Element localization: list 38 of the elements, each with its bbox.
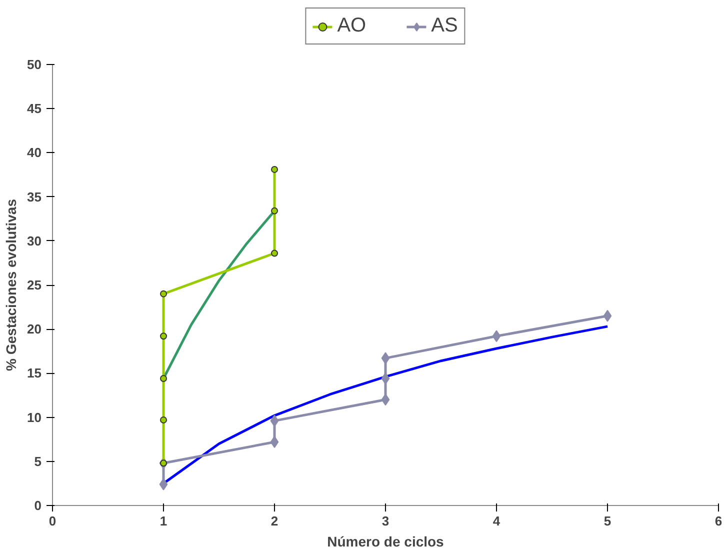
x-tick-label: 3 (382, 514, 390, 528)
y-tick-label: 35 (27, 189, 42, 204)
y-tick-label: 45 (27, 101, 42, 116)
point (603, 310, 612, 322)
point (381, 394, 390, 406)
point (381, 352, 390, 364)
y-tick-label: 0 (34, 498, 42, 513)
point (159, 478, 168, 490)
point (160, 460, 167, 467)
point (270, 414, 279, 427)
point (271, 207, 278, 214)
y-axis-title: % Gestaciones evolutivas (3, 198, 20, 371)
point (271, 166, 278, 173)
point (381, 372, 390, 384)
y-tick-label: 15 (27, 366, 42, 381)
point (492, 330, 501, 342)
y-tick-label: 25 (27, 278, 42, 292)
point (271, 250, 278, 257)
x-tick-label: 6 (714, 514, 722, 528)
x-tick-label: 0 (48, 514, 56, 528)
point (160, 290, 167, 298)
point (270, 436, 279, 448)
y-tick-label: 20 (27, 322, 42, 337)
x-tick-label: 1 (160, 514, 168, 528)
y-tick-label: 5 (34, 454, 42, 469)
y-tick-label: 40 (27, 145, 42, 160)
point (160, 332, 167, 340)
point (160, 375, 167, 382)
y-tick-label: 10 (27, 410, 42, 425)
x-tick-label: 2 (270, 514, 278, 528)
x-tick-label: 4 (492, 514, 501, 528)
legend-label: AS (431, 14, 458, 38)
x-tick-label: 5 (604, 514, 612, 528)
y-tick-label: 50 (27, 57, 42, 72)
legend-label: AO (337, 14, 366, 38)
x-axis-title: Número de ciclos (327, 534, 444, 550)
point (160, 416, 167, 424)
y-tick-label: 30 (27, 233, 42, 248)
